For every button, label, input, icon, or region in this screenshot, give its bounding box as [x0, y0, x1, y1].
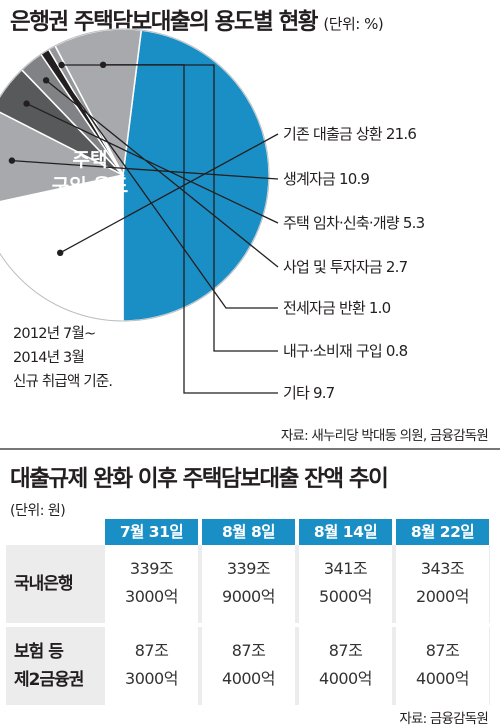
table-title: 대출규제 완화 이후 주택담보대출 잔액 추이 [10, 466, 389, 492]
table-cell-value: 2000억 [416, 587, 469, 606]
pie-note-line3: 신규 취급액 기준. [13, 374, 113, 390]
pie-leader-dot [58, 61, 65, 69]
pie-leader-dot [23, 100, 30, 107]
table-row-label: 보험 등 [14, 642, 64, 662]
pie-main-label-line1: 주택 [72, 149, 108, 171]
table-cell [299, 545, 392, 623]
pie-leader-line [26, 103, 279, 224]
pie-slice-living [0, 111, 126, 203]
pie-outline [0, 28, 270, 322]
table-cell [202, 545, 295, 623]
pie-chart-title: 은행권 주택담보대출의 용도별 현황 (단위: %) [10, 4, 384, 36]
pie-leader-dot [57, 249, 64, 256]
pie-leader-lines [8, 61, 279, 394]
table-cell-value: 87조 [231, 641, 266, 660]
pie-label-repayment: 기존 대출금 상환 21.6 [283, 125, 417, 143]
table-cell-value: 339조 [226, 559, 271, 578]
table-cell-value: 4000억 [222, 669, 275, 688]
pie-chart-unit: (단위: %) [323, 15, 384, 33]
pie-leader-dot [52, 65, 59, 72]
pie-label-living: 생계자금 10.9 [283, 170, 370, 188]
table-cell [396, 545, 489, 623]
table-cell [105, 545, 198, 623]
pie-source: 자료: 새누리당 박대동 의원, 금융감독원 [280, 428, 489, 444]
table-cell-value: 341조 [323, 559, 368, 578]
table-cell-value: 5000억 [319, 587, 372, 606]
pie-leader-dot [42, 77, 50, 84]
table-cell-value: 9000억 [222, 587, 275, 606]
table-row-label: 제2금융권 [14, 670, 84, 690]
pie-label-other: 기타 9.7 [283, 384, 335, 402]
table-cell-value: 339조 [129, 559, 174, 578]
pie-note-line2: 2014년 3월 [13, 350, 85, 366]
pie-label-business: 사업 및 투자자금 2.7 [283, 258, 408, 276]
pie-main-label-line2: 구입 용도 [51, 175, 129, 197]
table-cell [105, 627, 198, 705]
table-col-header: 8월 14일 [299, 519, 392, 545]
section-divider [0, 448, 500, 450]
table-cell [202, 627, 295, 705]
table-cell [396, 627, 489, 705]
pie-label-durables: 내구·소비재 구입 0.8 [283, 342, 408, 360]
table-cell-value: 343조 [420, 559, 465, 578]
table-col-header: 7월 31일 [105, 519, 198, 545]
pie-slices [0, 28, 270, 322]
pie-label-jeonse: 전세자금 반환 1.0 [283, 299, 391, 317]
table-cell-value: 87조 [134, 641, 169, 660]
pie-leader-line [54, 68, 278, 309]
pie-chart-title-main: 은행권 주택담보대출의 용도별 현황 [10, 9, 319, 35]
table-cell [299, 627, 392, 705]
table-col-header: 8월 22일 [396, 519, 489, 545]
pie-leader-dot [8, 157, 16, 164]
table-unit: (단위: 원) [10, 503, 66, 519]
pie-note: 2012년 7월~ 2014년 3월 신규 취급액 기준. [13, 322, 113, 394]
pie-label-housing-rent: 주택 임차·신축·개량 5.3 [283, 214, 425, 232]
pie-note-line1: 2012년 7월~ [13, 326, 96, 342]
table-cell-value: 3000억 [125, 669, 178, 688]
table-source: 자료: 금융감독원 [399, 711, 488, 727]
table-cell-value: 3000억 [125, 587, 178, 606]
table-cell-value: 87조 [328, 641, 363, 660]
pie-leader-line [59, 133, 279, 254]
pie-leader-dot [99, 61, 107, 68]
pie-main-label-value: 48.0 [68, 201, 112, 223]
pie-leader-line [11, 159, 279, 180]
table-row-label: 국내은행 [14, 574, 74, 594]
table-cell-value: 4000억 [416, 669, 469, 688]
pie-leader-line [45, 79, 279, 268]
pie-chart [0, 28, 279, 394]
table-cell-value: 4000억 [319, 669, 372, 688]
table-col-header: 8월 8일 [202, 519, 295, 545]
pie-leader-line [103, 64, 278, 394]
pie-main-label: 주택 구입 용도 48.0 [30, 147, 150, 225]
table-cell-value: 87조 [425, 641, 460, 660]
